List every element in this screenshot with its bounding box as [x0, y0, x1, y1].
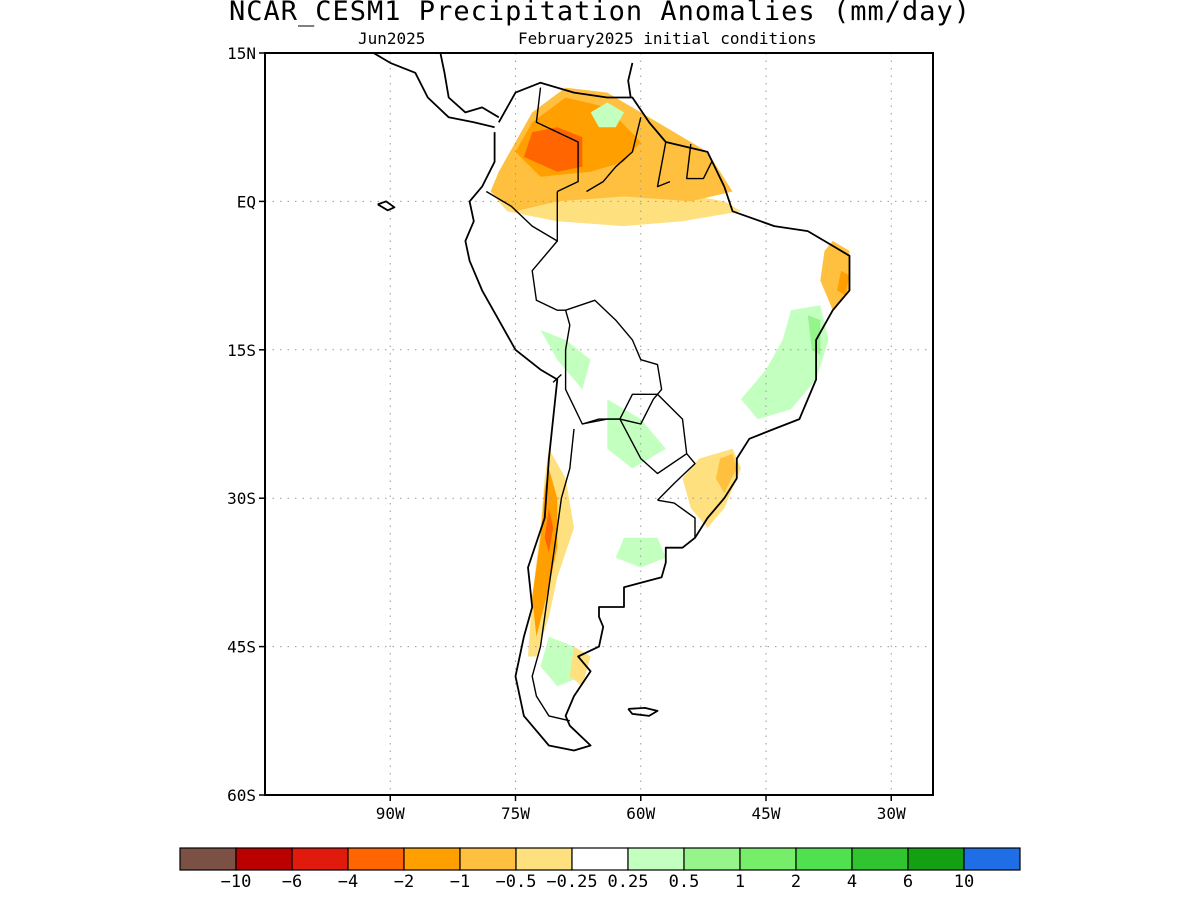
axis-labels: 15N EQ 15S 30S 45S 60S 90W 75W 60W 45W 30W: [227, 44, 906, 823]
anomaly-region-6: [837, 270, 850, 296]
country-borders: [485, 87, 713, 722]
colorbar-swatch-7: [571, 847, 629, 871]
colorbar-label: 0.5: [668, 872, 700, 892]
coastline-lesser-antilles: [627, 62, 634, 98]
colorbar-swatch-3: [347, 847, 405, 871]
anomaly-region-10: [715, 453, 737, 494]
lat-label: 60S: [227, 786, 256, 805]
border-peru-brazil-bolivia: [531, 240, 663, 425]
colorbar-swatch-14: [963, 847, 1021, 871]
anomaly-region-12: [607, 399, 666, 469]
lon-label: 45W: [752, 804, 781, 823]
anomaly-region-3: [523, 127, 583, 172]
colorbar-swatch-0: [179, 847, 237, 871]
subtitle-initial-conditions: February2025 initial conditions: [518, 29, 817, 48]
border-colombia-peru-ecuador: [485, 190, 558, 242]
coastline-south-america: [464, 81, 851, 752]
colorbar-swatch-6: [515, 847, 573, 871]
subtitle-valid-month: Jun2025: [358, 29, 426, 48]
border-guyana-suriname: [656, 141, 671, 188]
lat-label: 45S: [227, 638, 256, 657]
colorbar-label: −2: [393, 872, 415, 892]
coastline-central-america: [373, 53, 495, 129]
anomaly-region-4: [590, 102, 624, 128]
colorbar-swatch-4: [403, 847, 461, 871]
lon-label: 90W: [376, 804, 405, 823]
colorbar-swatch-8: [627, 847, 685, 871]
border-argentina-brazil: [657, 453, 696, 501]
anomaly-region-13: [615, 537, 666, 568]
colorbar-label: 10: [953, 872, 975, 892]
border-colombia-venezuela: [535, 87, 579, 193]
coastline-falklands: [627, 707, 659, 717]
colorbar-label: −1: [449, 872, 471, 892]
colorbar-label: −6: [281, 872, 303, 892]
chart-title: NCAR_CESM1 Precipitation Anomalies (mm/d…: [229, 0, 971, 27]
border-suriname-frenchguiana: [686, 143, 713, 180]
colorbar-label: −0.5: [495, 872, 537, 892]
anomaly-region-8: [807, 315, 821, 355]
colorbar-labels: −10 −6 −4 −2 −1 −0.5 −0.25 0.25 0.5 1 2 4 6 10: [0, 872, 1200, 896]
coastline-galapagos: [377, 200, 396, 212]
lat-label: 30S: [227, 489, 256, 508]
map-frame: [264, 52, 934, 796]
colorbar-label: −0.25: [546, 872, 598, 892]
colorbar-swatch-1: [235, 847, 293, 871]
coastlines: [373, 53, 851, 752]
colorbar-swatch-11: [795, 847, 853, 871]
border-uruguay: [657, 499, 696, 538]
colorbar-label: 1: [734, 872, 746, 892]
colorbar-label: 2: [790, 872, 802, 892]
coastline-central-america-east: [439, 53, 500, 119]
lon-label: 30W: [877, 804, 906, 823]
lon-label: 60W: [626, 804, 655, 823]
border-peru-chile: [552, 373, 562, 383]
border-paraguay: [619, 393, 688, 475]
colorbar-label: −4: [337, 872, 359, 892]
colorbar-label: −10: [220, 872, 252, 892]
colorbar: [179, 847, 1021, 871]
colorbar-label: 4: [846, 872, 858, 892]
anomaly-region-15: [532, 468, 558, 637]
anomaly-fills: [490, 87, 850, 687]
border-argentina-bolivia: [582, 418, 620, 425]
border-chile-argentina: [531, 428, 575, 722]
anomaly-region-18: [569, 646, 591, 687]
colorbar-label: 0.25: [607, 872, 649, 892]
colorbar-swatch-9: [683, 847, 741, 871]
border-venezuela-guyana: [586, 117, 642, 193]
colorbar-swatch-10: [739, 847, 797, 871]
colorbar-swatch-13: [907, 847, 965, 871]
colorbar-swatch-5: [459, 847, 517, 871]
lat-label: 15S: [227, 341, 256, 360]
lat-label: 15N: [227, 44, 256, 63]
anomaly-region-7: [741, 305, 829, 420]
lat-label: EQ: [237, 192, 256, 211]
anomaly-region-16: [544, 508, 554, 553]
lon-label: 75W: [501, 804, 530, 823]
colorbar-swatch-2: [291, 847, 349, 871]
colorbar-label: 6: [902, 872, 914, 892]
colorbar-swatch-12: [851, 847, 909, 871]
